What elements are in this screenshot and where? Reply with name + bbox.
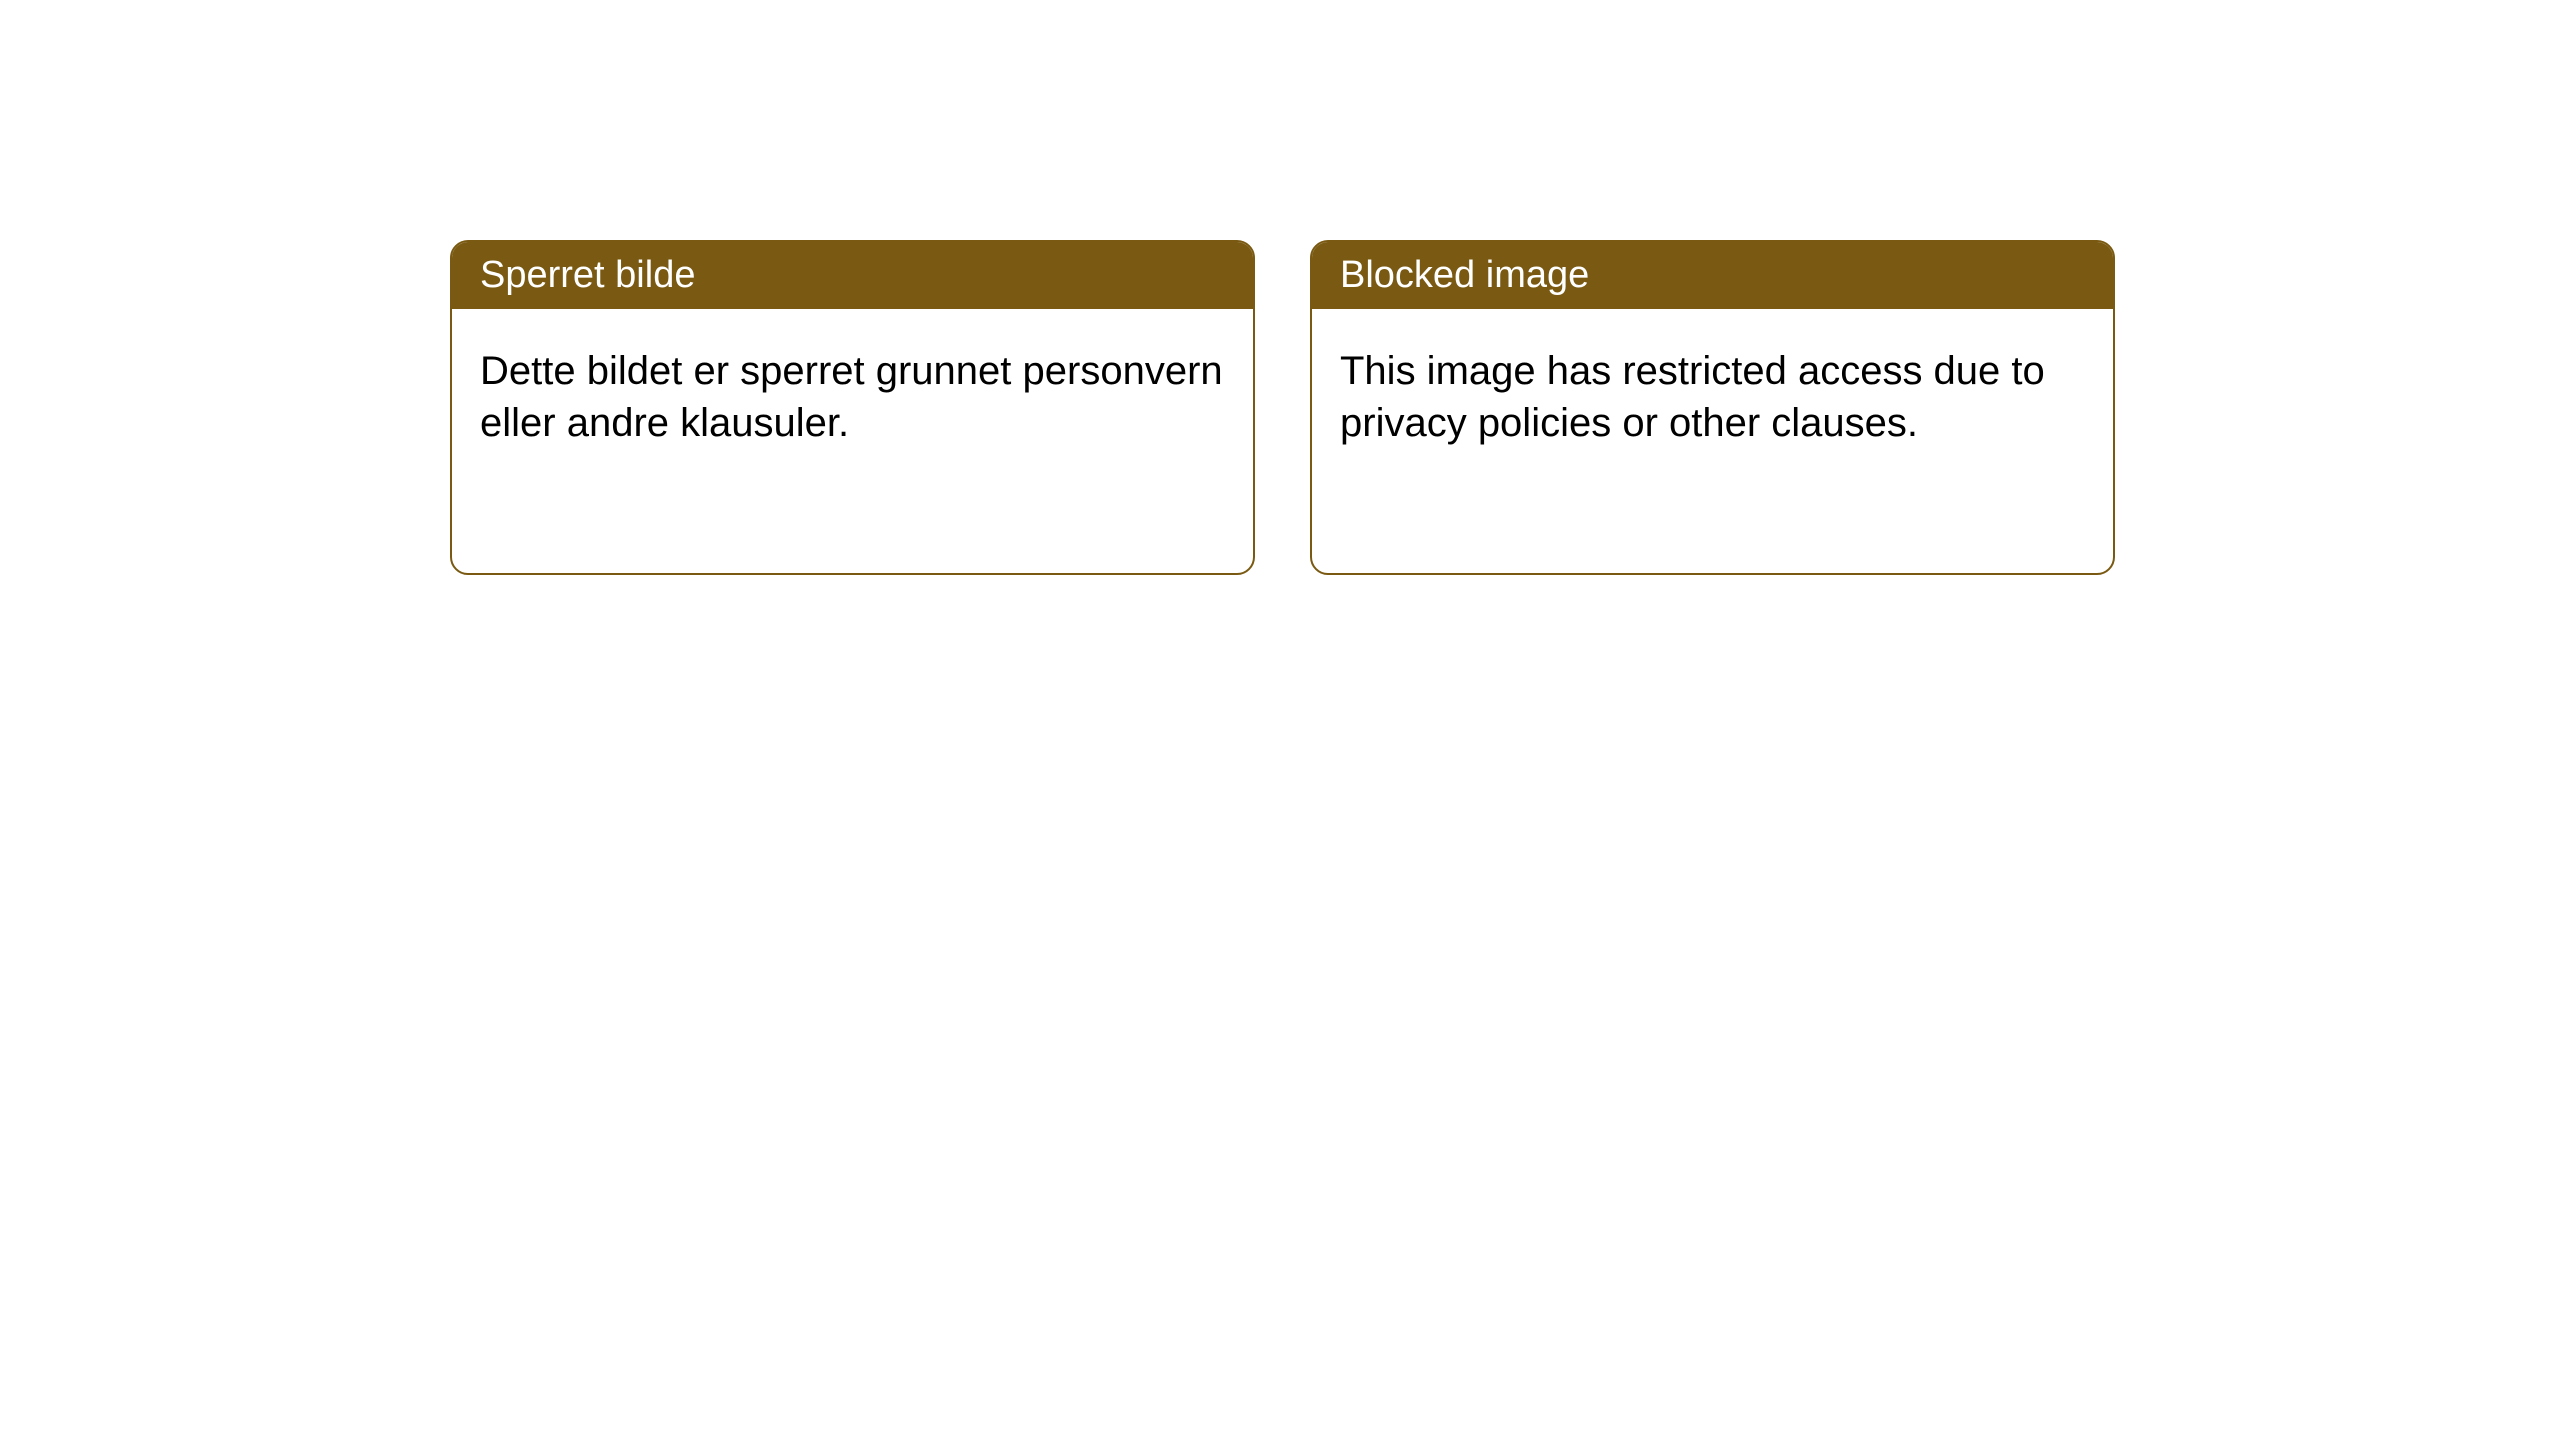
card-header: Sperret bilde: [452, 242, 1253, 309]
card-title: Blocked image: [1340, 254, 1589, 296]
blocked-image-cards: Sperret bilde Dette bildet er sperret gr…: [450, 240, 2115, 575]
blocked-image-card-norwegian: Sperret bilde Dette bildet er sperret gr…: [450, 240, 1255, 575]
blocked-image-card-english: Blocked image This image has restricted …: [1310, 240, 2115, 575]
card-body: Dette bildet er sperret grunnet personve…: [452, 309, 1253, 485]
card-body-text: This image has restricted access due to …: [1340, 349, 2045, 445]
card-body: This image has restricted access due to …: [1312, 309, 2113, 485]
card-title: Sperret bilde: [480, 254, 695, 296]
card-body-text: Dette bildet er sperret grunnet personve…: [480, 349, 1223, 445]
card-header: Blocked image: [1312, 242, 2113, 309]
